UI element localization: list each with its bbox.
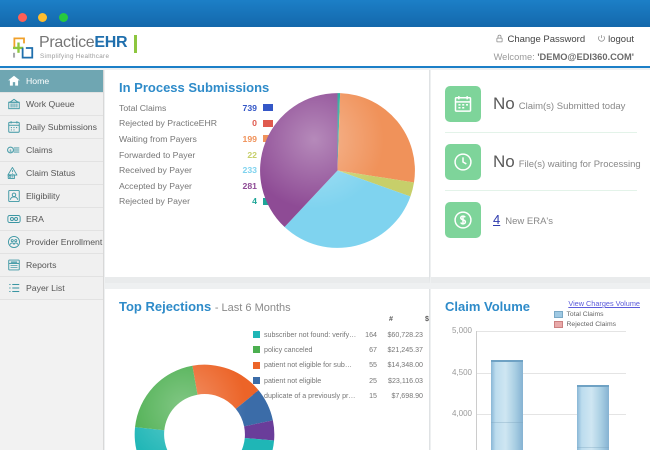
svg-text:$: $ (9, 149, 11, 153)
